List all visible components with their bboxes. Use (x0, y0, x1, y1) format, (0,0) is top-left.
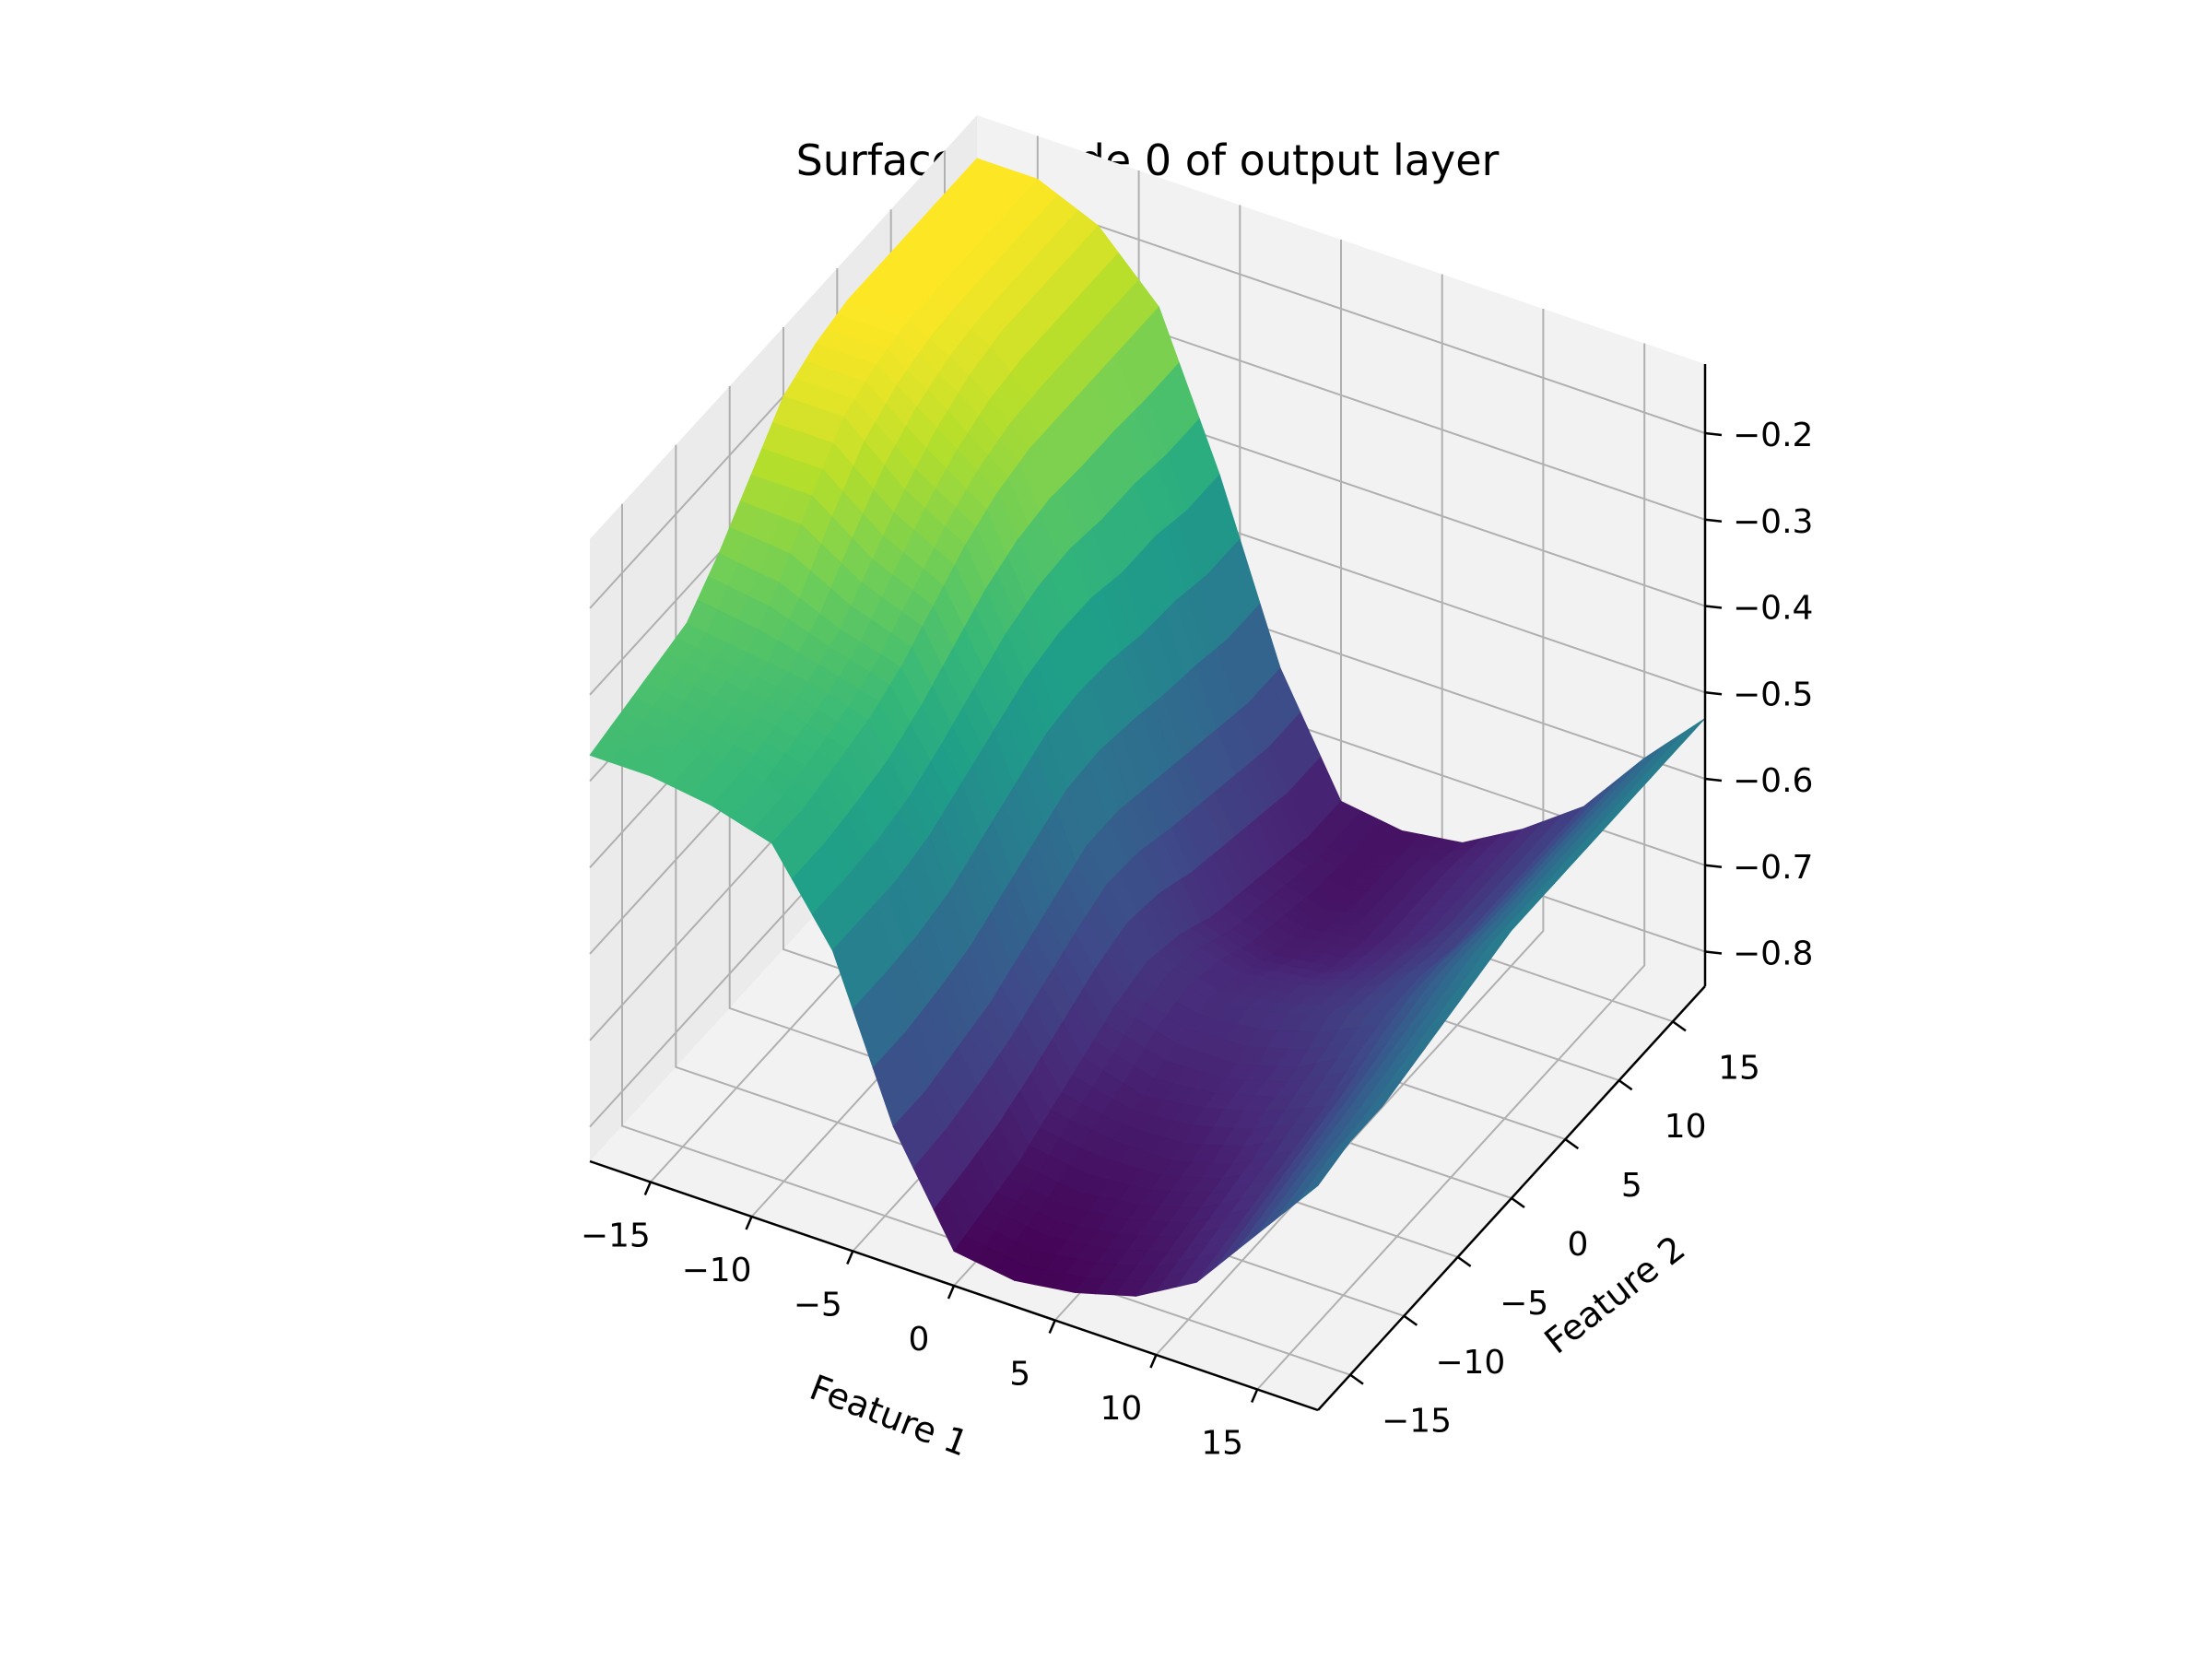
y-tick-label: 0 (1568, 1226, 1589, 1264)
x-tick-mark (745, 1216, 753, 1230)
y-tick-mark (1672, 1020, 1687, 1032)
z-tick-label: −0.3 (1733, 503, 1813, 541)
y-tick-mark (1349, 1373, 1364, 1385)
x-tick-label: 10 (1100, 1390, 1143, 1428)
x-tick-mark (1251, 1389, 1259, 1403)
x-tick-mark (643, 1182, 652, 1195)
surface-mesh (589, 158, 1706, 1297)
x-tick-label: −5 (794, 1287, 842, 1324)
y-tick-label: −15 (1382, 1403, 1452, 1441)
surface-patch (1297, 1170, 1330, 1203)
x-tick-label: 0 (909, 1321, 930, 1359)
x-tick-label: −15 (581, 1218, 651, 1255)
y-tick-label: 15 (1718, 1049, 1760, 1087)
x-gridline (1155, 309, 1545, 1356)
z-tick-mark (1704, 518, 1723, 523)
z-tick-label: −0.8 (1733, 935, 1813, 973)
z-tick-mark (1704, 691, 1723, 696)
z-tick-label: −0.2 (1733, 417, 1813, 454)
z-tick-label: −0.6 (1733, 762, 1813, 800)
z-tick-label: −0.4 (1733, 590, 1813, 628)
y-tick-mark (1403, 1314, 1418, 1326)
y-axis-label: Feature 2 (1537, 1228, 1693, 1361)
x-tick-label: 15 (1201, 1425, 1243, 1463)
x-tick-mark (1149, 1354, 1158, 1369)
x-tick-mark (947, 1285, 956, 1300)
axes-ticks: −15−10−5051015−15−10−5051015−0.8−0.7−0.6… (581, 417, 1814, 1463)
y-tick-mark (1618, 1079, 1633, 1091)
y-tick-label: −5 (1500, 1285, 1548, 1323)
z-tick-mark (1704, 431, 1723, 437)
z-tick-mark (1704, 777, 1723, 782)
y-tick-mark (1564, 1138, 1580, 1150)
x-tick-mark (1048, 1320, 1056, 1334)
z-tick-label: −0.7 (1733, 849, 1813, 887)
x-tick-mark (846, 1251, 854, 1265)
z-tick-mark (1704, 864, 1723, 868)
z-tick-label: −0.5 (1733, 676, 1813, 713)
z-tick-mark (1704, 950, 1723, 955)
x-axis-label: Feature 1 (805, 1367, 974, 1465)
x-tick-label: 5 (1009, 1356, 1030, 1394)
y-tick-label: −10 (1435, 1344, 1505, 1382)
y-tick-mark (1456, 1255, 1472, 1267)
z-tick-mark (1704, 605, 1723, 609)
y-tick-label: 10 (1665, 1108, 1707, 1146)
y-tick-mark (1511, 1196, 1525, 1209)
x-gridline (1256, 343, 1646, 1391)
x-tick-label: −10 (682, 1252, 752, 1289)
y-tick-label: 5 (1621, 1167, 1642, 1205)
